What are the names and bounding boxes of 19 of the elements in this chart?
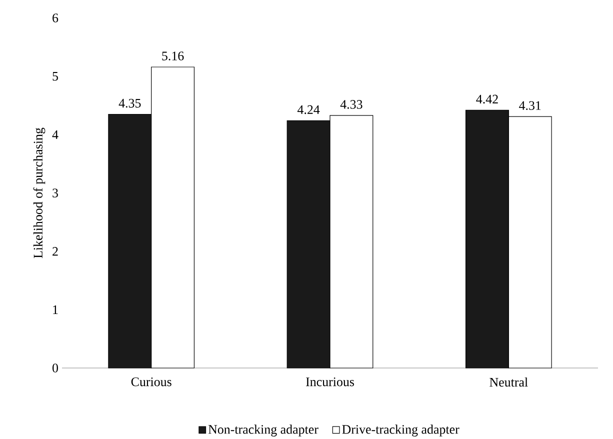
y-tick-label: 2: [52, 246, 58, 256]
data-label: 4.33: [340, 100, 362, 109]
data-label: 5.16: [162, 52, 184, 60]
data-label: 4.35: [118, 98, 141, 108]
data-label: 4.24: [297, 105, 320, 114]
y-axis-title: Likelihood of purchasing: [33, 128, 46, 258]
x-tick-label: Incurious: [306, 377, 354, 386]
y-tick-label: 1: [53, 305, 58, 314]
legend-label: Non-tracking adapter: [208, 424, 318, 436]
legend-label: Drive-tracking adapter: [342, 424, 460, 436]
data-label: 4.42: [476, 94, 498, 104]
data-label: 4.31: [519, 101, 541, 110]
y-tick-label: 6: [52, 14, 58, 22]
y-tick-label: 4: [52, 130, 58, 139]
x-tick-label: Curious: [131, 377, 172, 386]
y-tick-label: 5: [52, 72, 58, 81]
x-tick-label: Neutral: [490, 377, 528, 387]
y-tick-label: 3: [52, 188, 58, 198]
y-tick-label: 0: [52, 364, 58, 372]
